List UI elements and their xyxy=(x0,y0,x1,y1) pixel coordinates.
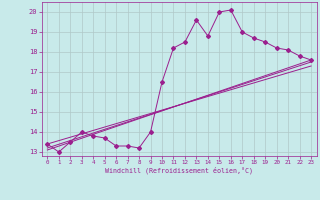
X-axis label: Windchill (Refroidissement éolien,°C): Windchill (Refroidissement éolien,°C) xyxy=(105,167,253,174)
